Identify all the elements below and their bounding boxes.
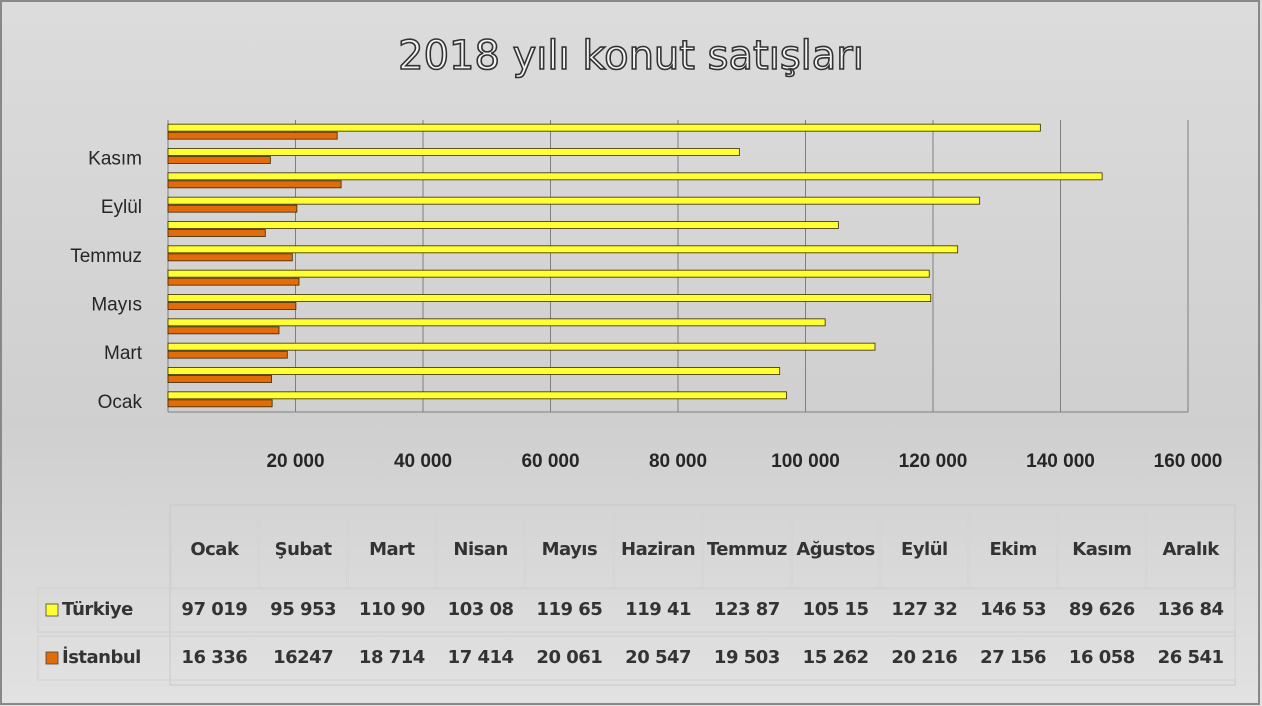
bar <box>167 350 288 359</box>
table-header: Mart <box>369 539 415 560</box>
table-value: 127 32 <box>891 599 957 620</box>
table-row <box>37 635 1236 681</box>
table-cell <box>880 506 969 590</box>
table-value: 18 714 <box>359 647 425 668</box>
bar <box>167 229 266 237</box>
table-value: 16247 <box>273 647 333 668</box>
table-header: Ocak <box>190 539 240 560</box>
table-value: 105 15 <box>803 599 869 620</box>
bar <box>167 326 280 335</box>
bar <box>167 172 1103 181</box>
table-value: 123 87 <box>714 599 780 620</box>
table-value: 97 019 <box>181 599 247 620</box>
table-value: 17 414 <box>448 647 514 668</box>
table-value: 136 84 <box>1158 599 1224 620</box>
x-tick-label: 100 000 <box>771 451 840 472</box>
bar <box>167 294 932 302</box>
bar <box>167 156 271 164</box>
table-cell <box>525 506 614 590</box>
table-value: 16 336 <box>181 647 247 668</box>
x-tick-label: 160 000 <box>1154 451 1223 472</box>
table-cell <box>1058 506 1146 590</box>
y-tick-label: Temmuz <box>70 246 142 267</box>
bar <box>167 180 342 189</box>
table-value: 146 53 <box>980 599 1046 620</box>
bar <box>167 131 338 140</box>
table-cell <box>348 506 436 590</box>
bar <box>167 123 1041 132</box>
x-tick-label: 60 000 <box>521 451 579 472</box>
table-cell <box>614 506 702 590</box>
table-header: Haziran <box>621 539 695 560</box>
bar <box>167 375 272 383</box>
table-value: 20 061 <box>536 647 602 668</box>
table-header: Aralık <box>1162 539 1220 560</box>
bar <box>167 148 740 156</box>
legend-label: Türkiye <box>62 599 133 620</box>
bar <box>167 253 293 262</box>
bar <box>167 221 839 229</box>
table-cell <box>703 506 791 590</box>
bar <box>167 196 981 205</box>
legend-swatch <box>45 603 59 617</box>
table-header: Ağustos <box>796 539 875 560</box>
table-cell <box>436 506 525 590</box>
bar <box>167 269 930 278</box>
x-tick-label: 20 000 <box>266 451 324 472</box>
y-tick-label: Mayıs <box>91 295 142 316</box>
table-value: 16 058 <box>1069 647 1135 668</box>
table-cell <box>791 506 880 590</box>
legend-label: İstanbul <box>62 646 141 668</box>
table-header: Temmuz <box>707 539 787 560</box>
table-header: Mayıs <box>542 539 598 560</box>
table-value: 20 216 <box>891 647 957 668</box>
x-tick-label: 40 000 <box>394 451 452 472</box>
bar <box>167 277 300 286</box>
table-header: Eylül <box>901 539 948 560</box>
bar <box>167 367 781 375</box>
table-value: 110 90 <box>359 599 425 620</box>
table-value: 119 65 <box>536 599 602 620</box>
chart-title: 2018 yılı konut satışları <box>398 33 864 79</box>
bar <box>167 302 297 310</box>
table-header: Ekim <box>990 539 1037 560</box>
table-value: 27 156 <box>980 647 1046 668</box>
bar <box>167 399 273 408</box>
legend-swatch <box>45 651 59 665</box>
bar <box>167 342 876 351</box>
table-value: 103 08 <box>448 599 514 620</box>
x-tick-label: 80 000 <box>649 451 707 472</box>
table-value: 15 262 <box>803 647 869 668</box>
table-value: 89 626 <box>1069 599 1135 620</box>
y-tick-label: Mart <box>104 343 143 364</box>
table-value: 95 953 <box>270 599 336 620</box>
bar <box>167 318 826 327</box>
table-cell <box>170 506 259 590</box>
table-header: Kasım <box>1072 539 1131 560</box>
table-value: 26 541 <box>1158 647 1224 668</box>
bar <box>167 204 298 213</box>
y-tick-label: Eylül <box>101 197 142 218</box>
table-header: Nisan <box>453 539 507 560</box>
table-header: Şubat <box>275 539 333 560</box>
y-tick-label: Kasım <box>88 149 142 170</box>
table-row <box>37 587 1236 633</box>
table-cell <box>1146 506 1235 590</box>
table-value: 19 503 <box>714 647 780 668</box>
x-tick-label: 140 000 <box>1026 451 1095 472</box>
table-cell <box>259 506 347 590</box>
table-value: 119 41 <box>625 599 691 620</box>
table-cell <box>969 506 1057 590</box>
table-value: 20 547 <box>625 647 691 668</box>
bar <box>167 245 959 254</box>
bar <box>167 391 787 400</box>
x-tick-label: 120 000 <box>899 451 968 472</box>
y-tick-label: Ocak <box>98 392 143 413</box>
